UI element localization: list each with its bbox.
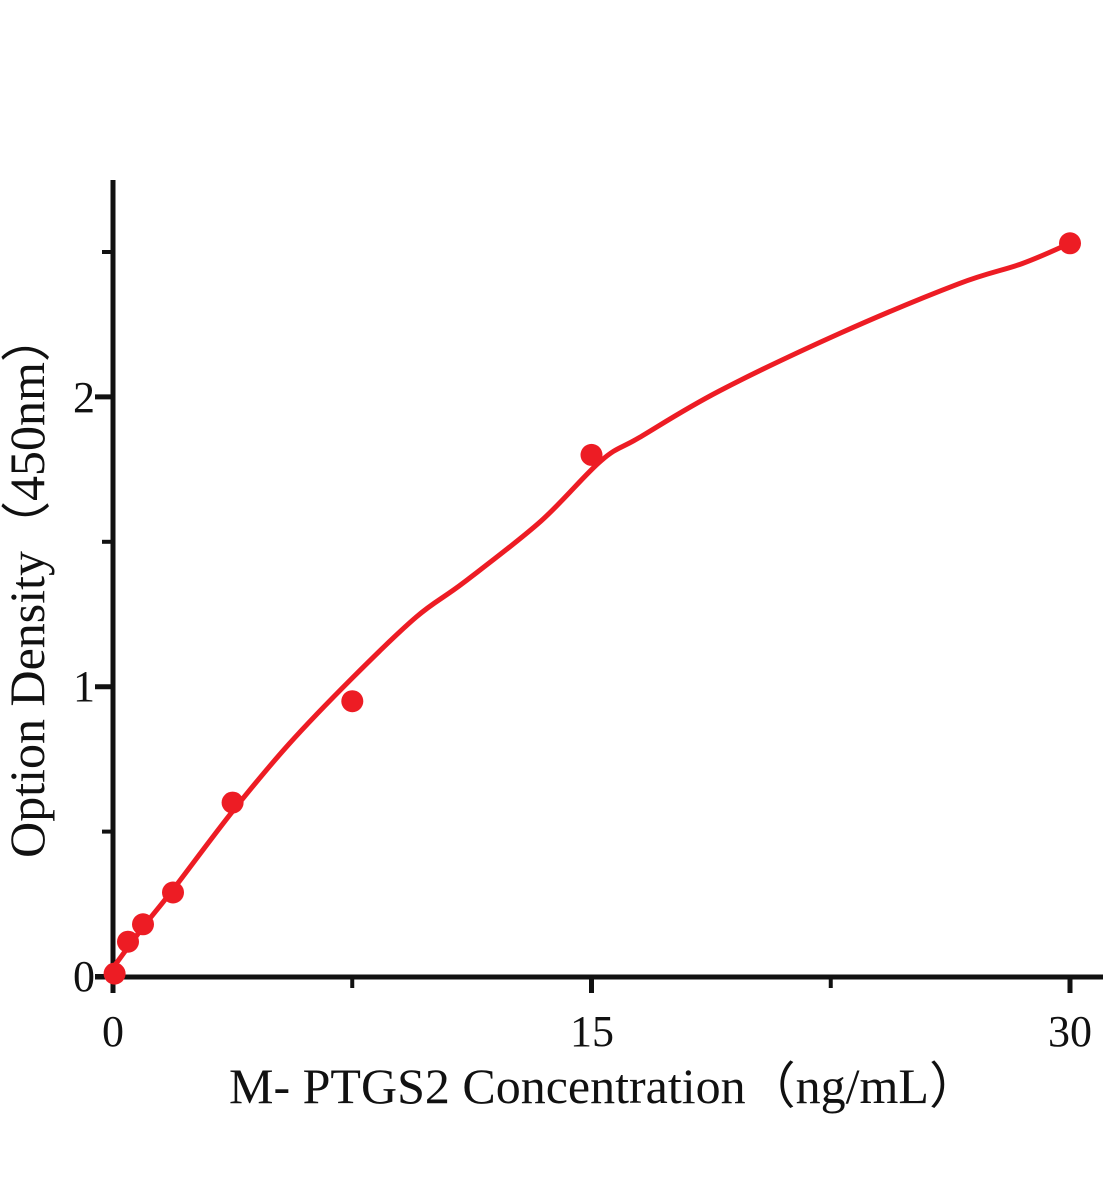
chart-generated-layer (95, 180, 1103, 993)
y-tick-label-1: 1 (73, 662, 95, 711)
data-point (341, 690, 364, 713)
x-tick-label-0: 0 (102, 1007, 124, 1056)
x-tick-label-15: 15 (570, 1007, 614, 1056)
data-point (117, 930, 139, 953)
fitted-curve-path (110, 240, 1071, 970)
x-tick-label-30: 30 (1048, 1007, 1092, 1056)
y-axis-title: Option Density（450nm） (0, 312, 55, 858)
data-point (1059, 232, 1081, 255)
x-axis-title: M- PTGS2 Concentration（ng/mL） (229, 1058, 979, 1114)
data-point (162, 881, 184, 904)
data-point (580, 443, 603, 466)
data-point (132, 913, 154, 936)
y-tick-label-2: 2 (73, 373, 95, 422)
data-point (103, 962, 126, 985)
y-tick-label-0: 0 (73, 952, 95, 1001)
data-point (221, 791, 244, 814)
